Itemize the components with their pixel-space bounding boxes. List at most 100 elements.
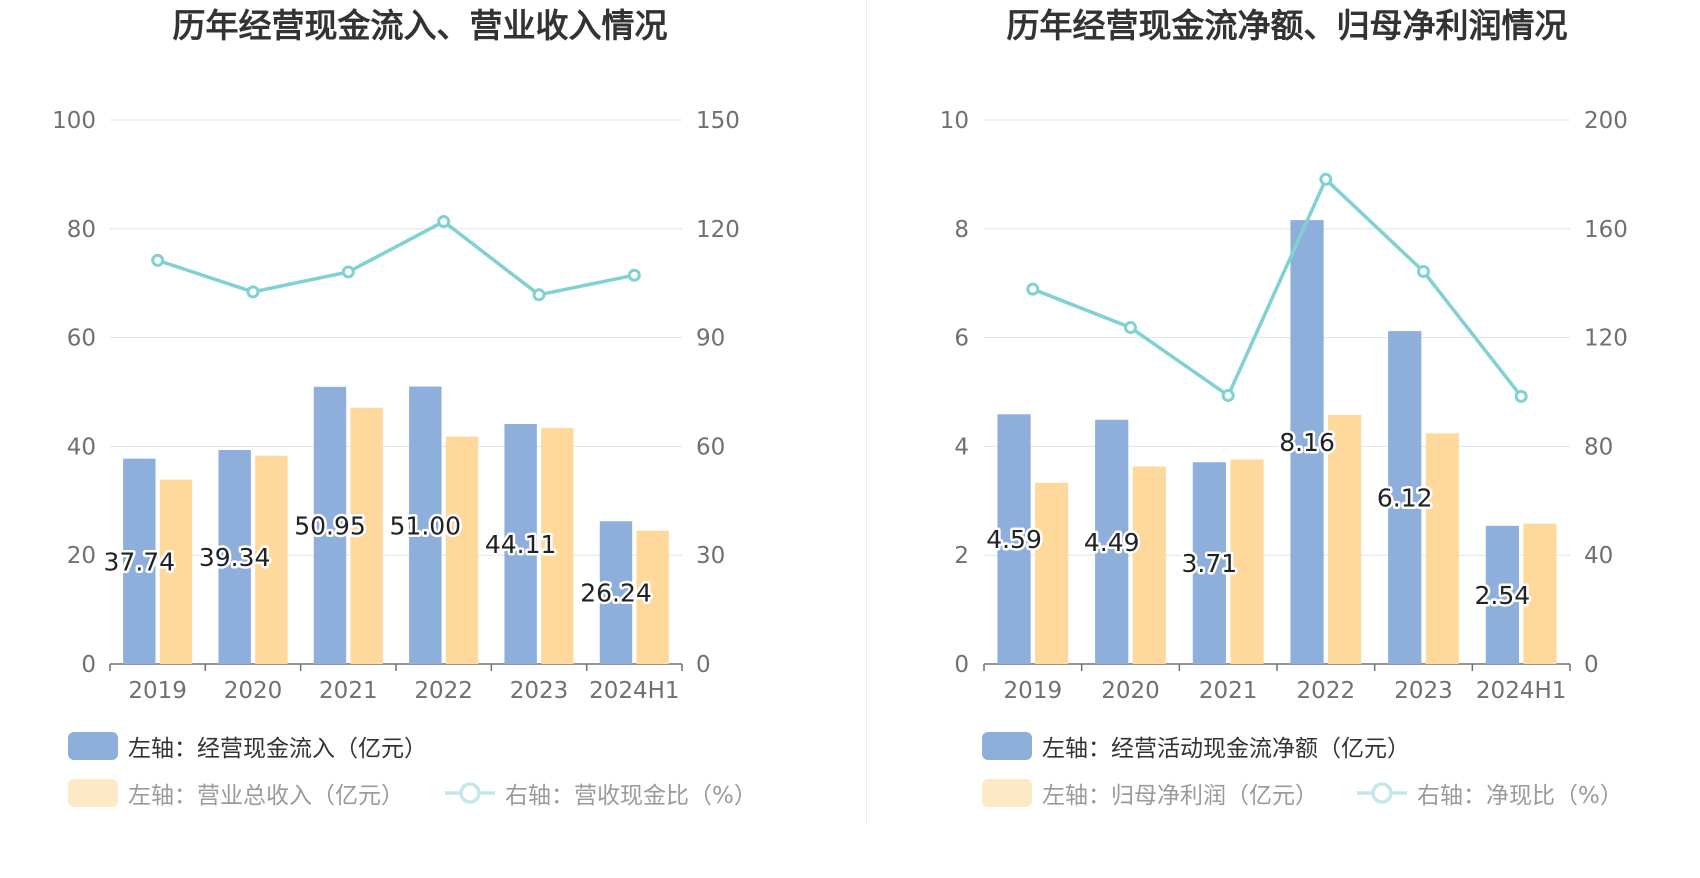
legend-label: 右轴：营收现金比（%） <box>505 783 757 809</box>
y-left-tick-label: 10 <box>940 108 969 134</box>
y-left-tick-label: 0 <box>81 652 96 678</box>
ratio-point <box>532 288 546 302</box>
bar-left-series <box>1192 462 1226 664</box>
y-left-tick-label: 4 <box>954 434 969 460</box>
chart-title: 历年经营现金流入、营业收入情况 <box>173 6 668 45</box>
x-tick-label: 2019 <box>1004 678 1063 704</box>
ratio-point <box>437 215 451 229</box>
bar-data-label: 37.74 <box>104 547 176 576</box>
x-tick-label: 2021 <box>1199 678 1258 704</box>
bar-data-label: 3.71 <box>1182 549 1238 578</box>
bar-data-label: 50.95 <box>294 511 366 540</box>
bar-right-series <box>636 530 669 664</box>
bar-right-series <box>350 407 383 664</box>
legend-swatch-point <box>1371 782 1393 804</box>
legend-swatch-point <box>459 782 481 804</box>
chart-title: 历年经营现金流净额、归母净利润情况 <box>1007 6 1568 45</box>
ratio-line <box>157 219 635 297</box>
y-right-tick-label: 80 <box>1584 434 1613 460</box>
y-left-tick-label: 100 <box>52 108 96 134</box>
bar-left-series <box>599 521 633 664</box>
legend-swatch-bar-left <box>68 732 118 760</box>
y-right-tick-label: 200 <box>1584 108 1628 134</box>
bar-right-series <box>1230 459 1264 664</box>
bar-right-series <box>1035 482 1069 664</box>
y-left-tick-label: 40 <box>67 434 96 460</box>
y-left-tick-label: 8 <box>954 217 969 243</box>
y-right-tick-label: 40 <box>1584 543 1613 569</box>
bar-left-series <box>1290 220 1324 664</box>
ratio-point <box>627 268 641 282</box>
chart-cashflow-revenue: 历年经营现金流入、营业收入情况 0 20 40 60 80 100 0 30 60 90 120 150… <box>52 6 757 809</box>
bar-data-label: 4.59 <box>986 525 1042 554</box>
bar-left-series <box>313 386 347 664</box>
bar-data-label: 8.16 <box>1279 428 1335 457</box>
bar-left-series <box>1095 419 1129 664</box>
bar-data-label: 2.54 <box>1475 581 1531 610</box>
bar-left-series <box>409 386 442 664</box>
ratio-line <box>1032 177 1523 398</box>
ratio-point <box>151 253 165 267</box>
bar-left-series <box>997 414 1031 664</box>
legend-label: 左轴：经营活动现金流净额（亿元） <box>1042 736 1410 762</box>
y-left-tick-label: 20 <box>67 543 96 569</box>
y-right-tick-label: 120 <box>696 217 740 243</box>
x-tick-label: 2024H1 <box>589 678 679 704</box>
y-right-tick-label: 160 <box>1584 217 1628 243</box>
chart-panel-netcash-profit: 历年经营现金流净额、归母净利润情况 0 2 4 6 8 10 0 40 80 120 160 200 20… <box>867 0 1700 874</box>
bar-left-series <box>1388 331 1422 664</box>
y-right-tick-label: 60 <box>696 434 725 460</box>
bar-left-series <box>1485 525 1519 664</box>
bar-right-series <box>445 436 479 664</box>
legend-label: 右轴：净现比（%） <box>1417 783 1623 809</box>
ratio-point <box>1124 321 1137 335</box>
bar-data-label: 44.11 <box>485 530 557 559</box>
bar-right-series <box>1523 523 1557 664</box>
x-tick-label: 2022 <box>1297 678 1356 704</box>
y-left-tick-label: 60 <box>67 326 96 352</box>
x-tick-label: 2020 <box>1101 678 1160 704</box>
x-tick-label: 2023 <box>1394 678 1453 704</box>
bar-data-label: 6.12 <box>1377 484 1433 513</box>
bar-left-series <box>123 458 156 664</box>
bar-data-label: 26.24 <box>580 579 652 608</box>
x-tick-label: 2022 <box>414 678 473 704</box>
x-tick-label: 2024H1 <box>1476 678 1566 704</box>
ratio-point <box>1417 265 1430 279</box>
y-right-tick-label: 90 <box>696 326 725 352</box>
x-tick-label: 2019 <box>128 678 187 704</box>
ratio-point <box>1026 282 1040 296</box>
bar-right-series <box>1132 466 1166 664</box>
panel-divider <box>866 0 867 825</box>
bar-data-label: 51.00 <box>390 511 462 540</box>
y-right-tick-label: 0 <box>696 652 711 678</box>
ratio-point <box>246 285 260 299</box>
chart-panel-cashflow-revenue: 历年经营现金流入、营业收入情况 0 20 40 60 80 100 0 30 60 90 120 150… <box>52 6 757 809</box>
legend-swatch-bar-right <box>982 779 1032 807</box>
y-left-tick-label: 0 <box>954 652 969 678</box>
y-right-tick-label: 30 <box>696 543 725 569</box>
legend-swatch-bar-right <box>68 779 118 807</box>
x-tick-label: 2023 <box>510 678 569 704</box>
bar-right-series <box>1328 414 1362 664</box>
y-right-tick-label: 120 <box>1584 326 1628 352</box>
bar-data-label: 39.34 <box>199 543 271 572</box>
legend-label: 左轴：经营现金流入（亿元） <box>128 736 427 762</box>
legend-swatch-bar-left <box>982 732 1032 760</box>
y-right-tick-label: 150 <box>696 108 740 134</box>
ratio-point <box>1319 172 1333 186</box>
bar-left-series <box>504 424 537 664</box>
bar-right-series <box>159 479 193 664</box>
y-left-tick-label: 6 <box>954 326 969 352</box>
bar-right-series <box>255 455 288 664</box>
legend-label: 左轴：营业总收入（亿元） <box>128 783 404 809</box>
bar-right-series <box>1425 433 1459 664</box>
y-left-tick-label: 80 <box>67 217 96 243</box>
x-tick-label: 2021 <box>319 678 378 704</box>
y-left-tick-label: 2 <box>954 543 969 569</box>
legend-label: 左轴：归母净利润（亿元） <box>1042 783 1318 809</box>
chart-netcash-profit: 历年经营现金流净额、归母净利润情况 0 2 4 6 8 10 0 40 80 120 160 200 20… <box>940 6 1628 809</box>
ratio-point <box>1221 389 1235 403</box>
bar-data-label: 4.49 <box>1084 528 1140 557</box>
x-tick-label: 2020 <box>224 678 283 704</box>
